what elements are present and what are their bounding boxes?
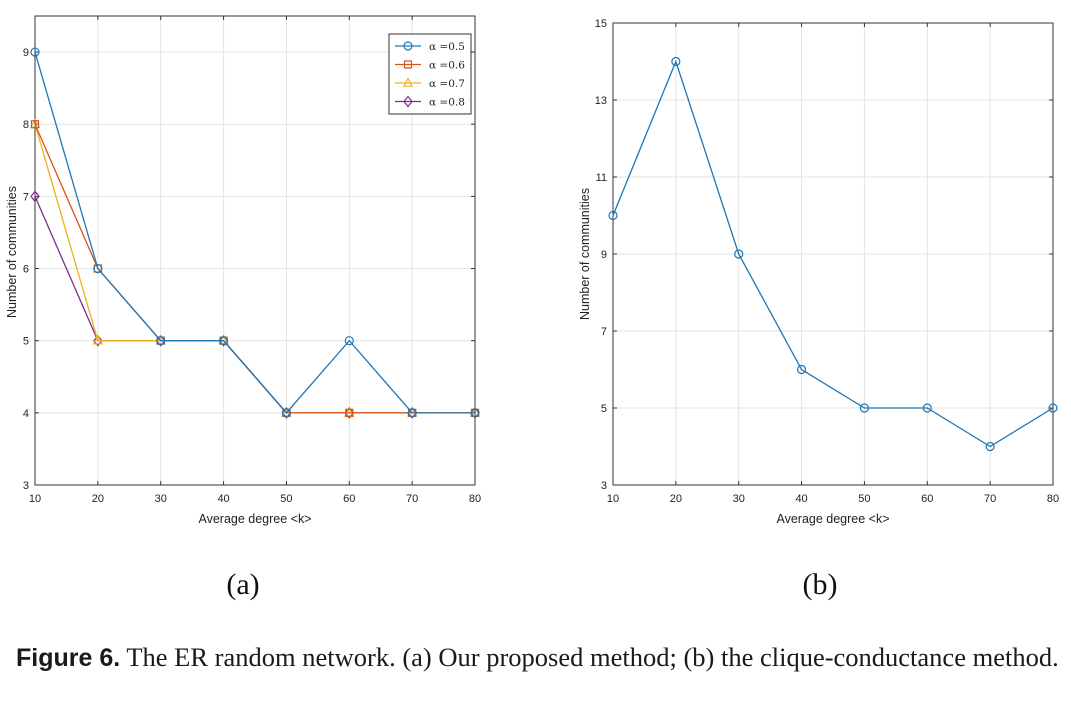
y-axis-label: Number of communities xyxy=(5,186,19,318)
data-point-s3-5 xyxy=(344,406,355,419)
x-tick-label-0: 10 xyxy=(607,493,619,505)
legend-label-1: α =0.6 xyxy=(429,60,465,72)
chart-b: 10 20 30 40 50 60 70 80 3 5 7 9 11 13 15 Average degree… xyxy=(578,18,1059,601)
x-tick-label-2: 30 xyxy=(733,493,745,505)
data-point-s3-4 xyxy=(281,406,292,419)
plot-frame xyxy=(34,15,476,486)
data-point-s3-6 xyxy=(407,406,417,419)
data-point-s0-7 xyxy=(470,408,480,418)
y-tick-label-2: 5 xyxy=(23,336,29,348)
data-point-s3-1 xyxy=(93,334,103,347)
x-tick-label-2: 30 xyxy=(155,493,167,505)
data-point-s1-0 xyxy=(30,120,40,129)
legend-label-3: α =0.8 xyxy=(429,97,465,109)
data-point-s0-4 xyxy=(281,408,292,418)
legend-label-2: α =0.7 xyxy=(429,78,465,90)
y-tick-label-1: 4 xyxy=(23,408,29,420)
panel-label: (a) xyxy=(226,568,259,601)
x-tick-label-6: 70 xyxy=(406,493,418,505)
data-point-s0-5 xyxy=(922,403,932,413)
data-point-s0-1 xyxy=(671,56,681,67)
data-point-s0-3 xyxy=(796,364,807,375)
x-tick-label-1: 20 xyxy=(670,493,682,505)
x-tick-label-1: 20 xyxy=(92,493,104,505)
x-tick-label-5: 60 xyxy=(343,493,355,505)
y-tick-label-4: 11 xyxy=(596,172,607,184)
legend-box xyxy=(388,33,472,115)
series-line-0 xyxy=(612,59,1054,448)
data-point-s3-0 xyxy=(30,190,40,203)
data-point-s0-2 xyxy=(734,249,744,259)
x-axis-label: Average degree <k> xyxy=(776,512,889,526)
data-point-s3-2 xyxy=(155,334,166,347)
y-tick-label-3: 6 xyxy=(23,264,29,276)
y-axis-label: Number of communities xyxy=(578,188,592,320)
figure-caption: Figure 6. The ER random network. (a) Our… xyxy=(16,641,1061,675)
y-tick-label-5: 13 xyxy=(595,95,607,107)
data-point-s0-7 xyxy=(1048,403,1058,413)
data-point-s2-legend xyxy=(402,77,414,87)
data-point-s0-5 xyxy=(344,336,354,346)
series-line-3 xyxy=(34,196,475,414)
panel-label: (b) xyxy=(803,568,838,601)
x-tick-label-4: 50 xyxy=(280,493,292,505)
legend-label-0: α =0.5 xyxy=(429,41,465,53)
series-line-0 xyxy=(34,51,475,414)
data-point-s0-2 xyxy=(156,336,166,346)
caption-prefix: Figure 6. xyxy=(16,644,121,672)
x-tick-label-7: 80 xyxy=(469,493,481,505)
x-tick-label-3: 40 xyxy=(217,493,229,505)
y-tick-label-6: 9 xyxy=(23,47,29,59)
x-axis-label: Average degree <k> xyxy=(198,512,311,526)
data-point-s0-0 xyxy=(608,210,618,221)
caption-text: The ER random network. (a) Our proposed … xyxy=(126,642,1059,672)
x-tick-label-0: 10 xyxy=(29,493,41,505)
data-point-s0-1 xyxy=(93,263,103,274)
chart-a: 10 20 30 40 50 60 70 80 3 4 5 6 7 8 9 Average degree <k… xyxy=(5,15,481,601)
data-point-s2-1 xyxy=(92,334,104,345)
data-point-s3-7 xyxy=(470,406,480,419)
data-point-s0-6 xyxy=(407,408,417,418)
x-tick-label-3: 40 xyxy=(795,493,807,505)
x-tick-label-5: 60 xyxy=(921,493,933,505)
data-point-s3-legend xyxy=(403,95,413,108)
y-tick-label-2: 7 xyxy=(601,326,607,338)
x-tick-label-7: 80 xyxy=(1047,493,1059,505)
data-point-s0-3 xyxy=(218,336,229,346)
data-point-s3-3 xyxy=(218,334,229,347)
x-tick-label-6: 70 xyxy=(984,493,996,505)
data-point-s1-5 xyxy=(345,408,354,417)
y-tick-label-0: 3 xyxy=(601,480,607,492)
y-tick-label-4: 7 xyxy=(23,191,29,203)
data-point-s0-6 xyxy=(985,441,995,452)
y-tick-label-3: 9 xyxy=(601,249,607,261)
x-tick-label-4: 50 xyxy=(858,493,870,505)
y-tick-label-6: 15 xyxy=(595,18,607,30)
y-tick-label-1: 5 xyxy=(601,403,607,415)
data-point-s1-legend xyxy=(403,60,413,69)
data-point-s0-legend xyxy=(403,41,413,51)
y-tick-label-0: 3 xyxy=(23,480,29,492)
data-point-s0-0 xyxy=(30,47,40,57)
y-tick-label-5: 8 xyxy=(23,119,29,131)
data-point-s0-4 xyxy=(859,403,870,413)
